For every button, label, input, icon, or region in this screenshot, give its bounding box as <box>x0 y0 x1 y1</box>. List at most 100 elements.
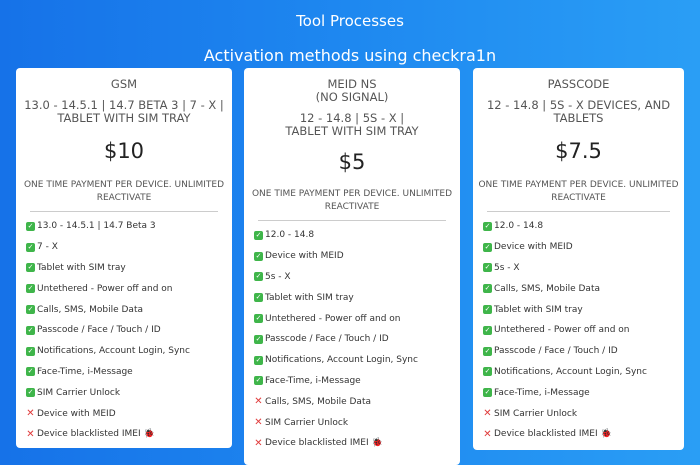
feature-item: ✓ Face-Time, i-Message <box>483 382 684 403</box>
feature-text: Passcode / Face / Touch / ID <box>265 334 389 345</box>
plan-card-gsm: GSM 13.0 - 14.5.1 | 14.7 BETA 3 | 7 - X … <box>16 68 232 448</box>
plan-desc-line2: TABLET WITH SIM TRAY <box>285 124 419 138</box>
check-icon: ✓ <box>483 242 492 252</box>
feature-item: ✓ 13.0 - 14.5.1 | 14.7 Beta 3 <box>26 216 232 237</box>
feature-text: SIM Carrier Unlock <box>265 417 349 428</box>
plan-name-line2: (NO SIGNAL) <box>315 90 389 104</box>
feature-text: Face-Time, i-Message <box>37 366 133 377</box>
cross-icon: ✕ <box>254 417 263 429</box>
feature-item: ✓ Untethered - Power off and on <box>254 308 460 329</box>
plan-name: PASSCODE <box>547 77 610 91</box>
plan-desc-line1: 13.0 - 14.5.1 | 14.7 BETA 3 | 7 - X | <box>24 98 224 112</box>
check-icon: ✓ <box>26 305 35 315</box>
bug-icon: 🐞 <box>371 438 383 449</box>
check-icon: ✓ <box>254 314 263 324</box>
feature-text: 5s - X <box>265 271 291 282</box>
plan-note-line2: REACTIVATE <box>324 202 380 212</box>
feature-item: ✓ 12.0 - 14.8 <box>254 225 460 246</box>
feature-text: Untethered - Power off and on <box>37 283 173 294</box>
feature-item: ✓ Tablet with SIM tray <box>26 258 232 279</box>
cross-icon: ✕ <box>254 396 263 408</box>
feature-text: Calls, SMS, Mobile Data <box>265 396 371 407</box>
feature-text: Device with MEID <box>37 408 116 419</box>
check-icon: ✓ <box>254 272 263 282</box>
feature-item: ✕ Device with MEID <box>26 403 232 424</box>
feature-text: Tablet with SIM tray <box>494 304 583 315</box>
feature-item: ✓ 5s - X <box>483 258 684 279</box>
plan-price: $7.5 <box>555 139 602 163</box>
check-icon: ✓ <box>26 263 35 273</box>
feature-item: ✓ Face-Time, i-Message <box>254 371 460 392</box>
check-icon: ✓ <box>254 355 263 365</box>
page-title: Tool Processes <box>296 12 404 30</box>
check-icon: ✓ <box>483 305 492 315</box>
plan-note-line2: REACTIVATE <box>96 193 152 203</box>
feature-text: 7 - X <box>37 242 58 253</box>
divider <box>30 211 218 212</box>
feature-item: ✓ Calls, SMS, Mobile Data <box>26 299 232 320</box>
feature-list: ✓ 13.0 - 14.5.1 | 14.7 Beta 3 ✓ 7 - X ✓ Table… <box>16 216 232 445</box>
check-icon: ✓ <box>254 293 263 303</box>
feature-item: ✓ Calls, SMS, Mobile Data <box>483 278 684 299</box>
plan-desc-line1: 12 - 14.8 | 5S - X | <box>299 111 405 125</box>
feature-text: Face-Time, i-Message <box>265 375 361 386</box>
cross-icon: ✕ <box>483 428 492 440</box>
plan-note-line2: REACTIVATE <box>551 193 606 203</box>
feature-item: ✓ Face-Time, i-Message <box>26 362 232 383</box>
check-icon: ✓ <box>254 376 263 386</box>
check-icon: ✓ <box>483 263 492 273</box>
divider <box>487 211 670 212</box>
feature-text: Tablet with SIM tray <box>265 292 354 303</box>
feature-item: ✕ SIM Carrier Unlock <box>254 412 460 433</box>
feature-item: ✕ SIM Carrier Unlock <box>483 403 684 424</box>
feature-text: Device blacklisted IMEI <box>265 438 369 449</box>
check-icon: ✓ <box>26 284 35 294</box>
feature-item: ✓ Untethered - Power off and on <box>483 320 684 341</box>
feature-item: ✕ Device blacklisted IMEI 🐞 <box>26 424 232 445</box>
check-icon: ✓ <box>26 346 35 356</box>
bug-icon: 🐞 <box>600 429 612 440</box>
feature-text: Calls, SMS, Mobile Data <box>37 304 143 315</box>
plan-desc-line2: TABLETS <box>553 111 604 125</box>
check-icon: ✓ <box>483 388 492 398</box>
check-icon: ✓ <box>483 221 492 231</box>
feature-list: ✓ 12.0 - 14.8 ✓ Device with MEID ✓ 5s - X ✓ Tab… <box>244 225 460 454</box>
plan-card-meid-ns: MEID NS (NO SIGNAL) 12 - 14.8 | 5S - X |… <box>244 68 460 465</box>
check-icon: ✓ <box>483 325 492 335</box>
plan-name: MEID NS <box>327 77 377 91</box>
feature-item: ✓ Passcode / Face / Touch / ID <box>483 341 684 362</box>
feature-item: ✕ Device blacklisted IMEI 🐞 <box>483 424 684 445</box>
feature-text: Device with MEID <box>265 251 344 262</box>
feature-text: Untethered - Power off and on <box>494 325 630 336</box>
feature-item: ✕ Calls, SMS, Mobile Data <box>254 391 460 412</box>
page-subtitle: Activation methods using checkra1n <box>203 46 497 65</box>
feature-text: 5s - X <box>494 262 520 273</box>
check-icon: ✓ <box>26 242 35 252</box>
check-icon: ✓ <box>483 367 492 377</box>
feature-text: Tablet with SIM tray <box>37 262 126 273</box>
feature-text: Passcode / Face / Touch / ID <box>494 346 618 357</box>
feature-item: ✓ Tablet with SIM tray <box>483 299 684 320</box>
cross-icon: ✕ <box>26 428 35 440</box>
check-icon: ✓ <box>254 334 263 344</box>
feature-text: Untethered - Power off and on <box>265 313 401 324</box>
cross-icon: ✕ <box>483 408 492 420</box>
feature-item: ✓ Passcode / Face / Touch / ID <box>254 329 460 350</box>
feature-text: 12.0 - 14.8 <box>494 221 544 232</box>
plan-price: $5 <box>338 150 366 174</box>
cross-icon: ✕ <box>26 408 35 420</box>
check-icon: ✓ <box>483 346 492 356</box>
check-icon: ✓ <box>26 221 35 231</box>
feature-text: Device with MEID <box>494 242 573 253</box>
plan-note-line1: ONE TIME PAYMENT PER DEVICE. UNLIMITED <box>23 180 225 190</box>
feature-text: Notifications, Account Login, Sync <box>37 346 190 357</box>
check-icon: ✓ <box>254 230 263 240</box>
plan-note-line1: ONE TIME PAYMENT PER DEVICE. UNLIMITED <box>478 180 679 190</box>
feature-item: ✓ Notifications, Account Login, Sync <box>26 341 232 362</box>
check-icon: ✓ <box>254 251 263 261</box>
check-icon: ✓ <box>483 284 492 294</box>
feature-text: SIM Carrier Unlock <box>37 387 121 398</box>
plan-price: $10 <box>103 139 145 163</box>
feature-text: Calls, SMS, Mobile Data <box>494 283 600 294</box>
check-icon: ✓ <box>26 325 35 335</box>
